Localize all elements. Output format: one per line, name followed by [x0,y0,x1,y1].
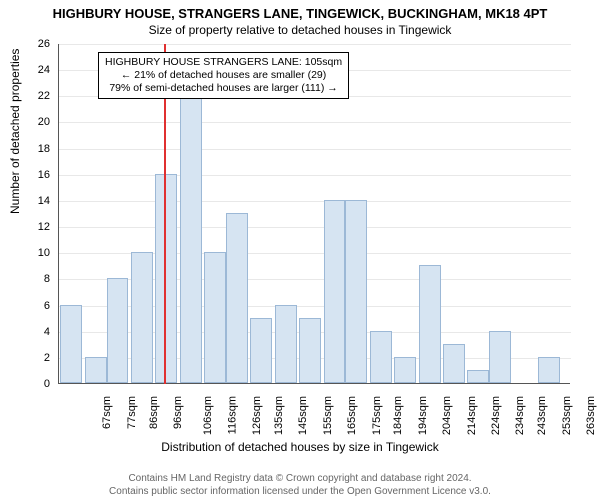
y-tick-label: 22 [22,90,50,102]
x-tick-label: 106sqm [202,396,214,435]
y-tick-label: 0 [22,378,50,390]
x-tick-label: 77sqm [126,396,138,429]
annotation-line-2: ← 21% of detached houses are smaller (29… [105,69,342,82]
y-axis-label: Number of detached properties [8,49,22,214]
gridline [59,227,571,228]
x-tick-label: 126sqm [251,396,263,435]
histogram-bar [180,95,202,383]
histogram-bar [155,174,177,383]
x-tick-label: 234sqm [514,396,526,435]
x-tick-label: 214sqm [466,396,478,435]
x-tick-label: 165sqm [346,396,358,435]
x-tick-label: 155sqm [322,396,334,435]
gridline [59,149,571,150]
y-tick-label: 12 [22,221,50,233]
annotation-box: HIGHBURY HOUSE STRANGERS LANE: 105sqm ← … [98,52,349,99]
histogram-bar [275,305,297,383]
x-tick-label: 204sqm [441,396,453,435]
histogram-bar [204,252,226,383]
histogram-bar [60,305,82,383]
y-tick-label: 24 [22,64,50,76]
y-tick-label: 16 [22,169,50,181]
x-tick-label: 145sqm [298,396,310,435]
histogram-bar [131,252,153,383]
histogram-bar [107,278,129,383]
footer-line-2: Contains public sector information licen… [0,485,600,498]
chart-subtitle: Size of property relative to detached ho… [0,21,600,37]
histogram-bar [226,213,248,383]
y-tick-label: 10 [22,247,50,259]
x-tick-label: 243sqm [536,396,548,435]
histogram-bar [370,331,392,383]
histogram-bar [467,370,489,383]
x-tick-label: 67sqm [101,396,113,429]
chart-area: HIGHBURY HOUSE STRANGERS LANE: 105sqm ← … [58,44,570,384]
gridline [59,122,571,123]
y-tick-label: 4 [22,326,50,338]
x-tick-label: 116sqm [226,396,238,434]
histogram-bar [443,344,465,383]
histogram-bar [250,318,272,383]
annotation-line-1: HIGHBURY HOUSE STRANGERS LANE: 105sqm [105,56,342,69]
y-tick-label: 26 [22,38,50,50]
footer-line-1: Contains HM Land Registry data © Crown c… [0,472,600,485]
x-tick-label: 253sqm [561,396,573,435]
histogram-bar [489,331,511,383]
histogram-bar [419,265,441,383]
x-tick-label: 135sqm [273,396,285,435]
histogram-bar [394,357,416,383]
gridline [59,175,571,176]
gridline [59,201,571,202]
histogram-bar [85,357,107,383]
x-tick-label: 96sqm [172,396,184,429]
y-tick-label: 6 [22,300,50,312]
x-tick-label: 194sqm [417,396,429,435]
y-tick-label: 18 [22,143,50,155]
chart-title: HIGHBURY HOUSE, STRANGERS LANE, TINGEWIC… [0,0,600,21]
histogram-bar [538,357,560,383]
x-tick-label: 263sqm [585,396,597,435]
x-tick-label: 86sqm [148,396,160,429]
annotation-line-3: 79% of semi-detached houses are larger (… [105,82,342,95]
y-tick-label: 20 [22,116,50,128]
x-tick-label: 224sqm [490,396,502,435]
histogram-bar [324,200,346,383]
y-tick-label: 14 [22,195,50,207]
x-tick-label: 175sqm [371,396,383,435]
footer: Contains HM Land Registry data © Crown c… [0,472,600,498]
gridline [59,44,571,45]
histogram-bar [299,318,321,383]
y-tick-label: 2 [22,352,50,364]
histogram-bar [345,200,367,383]
y-tick-label: 8 [22,273,50,285]
x-tick-label: 184sqm [393,396,405,435]
x-axis-label: Distribution of detached houses by size … [0,440,600,454]
